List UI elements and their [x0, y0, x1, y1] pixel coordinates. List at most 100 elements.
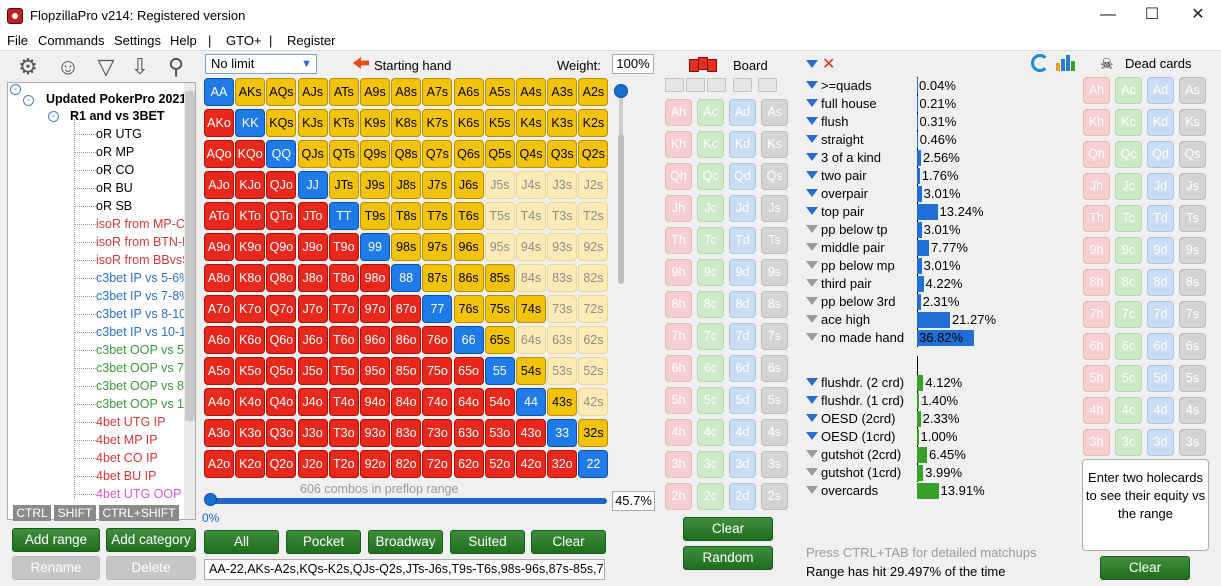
tree-item[interactable]: oR BU [96, 181, 133, 195]
dead-card[interactable]: Th [1083, 205, 1110, 232]
tree-item[interactable]: 4bet MP IP [96, 433, 158, 447]
tree-item[interactable]: isoR from BBvsS [96, 253, 191, 267]
filter-icon[interactable] [806, 396, 818, 404]
hand-cell[interactable]: Q4o [266, 388, 297, 416]
board-card[interactable]: 4c [697, 419, 724, 446]
hand-cell[interactable]: T7o [328, 295, 359, 323]
hand-cell[interactable]: K9o [235, 233, 266, 261]
limit-select[interactable]: No limit ▼ [205, 54, 317, 74]
filter-icon[interactable] [806, 207, 818, 215]
hand-cell[interactable]: KK [235, 109, 266, 137]
hand-cell[interactable]: Q6s [453, 140, 484, 168]
dead-card[interactable]: Td [1147, 205, 1174, 232]
tree-scrollbar[interactable] [184, 83, 195, 519]
hand-cell[interactable]: TT [328, 202, 359, 230]
board-card[interactable]: 2s [761, 483, 788, 510]
board-card[interactable]: 6c [697, 355, 724, 382]
hand-cell[interactable]: 84s [516, 264, 546, 292]
board-clear-button[interactable]: Clear [683, 517, 773, 541]
hand-cell[interactable]: A6s [453, 78, 484, 106]
hand-cell[interactable]: A8s [391, 78, 422, 106]
hand-cell[interactable]: A4s [516, 78, 546, 106]
dead-card[interactable]: Tc [1115, 205, 1142, 232]
hand-cell[interactable]: 72s [578, 295, 609, 323]
board-card[interactable]: 6h [665, 355, 692, 382]
hand-cell[interactable]: K3o [235, 419, 266, 447]
hand-cell[interactable]: A6o [204, 326, 234, 354]
dead-card[interactable]: 9c [1115, 237, 1142, 264]
menu-help[interactable]: Help [170, 33, 197, 48]
filter-icon[interactable] [806, 189, 818, 197]
scroll-thumb[interactable] [185, 91, 195, 421]
dead-card[interactable]: Jc [1115, 173, 1142, 200]
dead-card[interactable]: 5d [1147, 365, 1174, 392]
hand-cell[interactable]: Q9o [266, 233, 297, 261]
hand-cell[interactable]: 76s [453, 295, 484, 323]
tree-item[interactable]: c3bet OOP vs 5-6 [96, 343, 196, 357]
refresh-icon[interactable] [1031, 54, 1049, 72]
hand-cell[interactable]: Q7s [422, 140, 453, 168]
hand-cell[interactable]: T4s [516, 202, 546, 230]
range-text-input[interactable]: AA-22,AKs-A2s,KQs-K2s,QJs-Q2s,JTs-J6s,T9… [204, 559, 605, 580]
board-card[interactable]: Kd [729, 131, 756, 158]
board-slot[interactable] [733, 78, 752, 92]
board-card[interactable]: 9c [697, 259, 724, 286]
hand-cell[interactable]: 95o [360, 357, 390, 385]
stat-row[interactable]: OESD (1crd) [806, 428, 895, 446]
filter-icon[interactable] [806, 450, 818, 458]
hand-cell[interactable]: KTs [328, 109, 359, 137]
dead-card[interactable]: 8d [1147, 269, 1174, 296]
hand-cell[interactable]: K4s [516, 109, 546, 137]
board-card[interactable]: Jh [665, 195, 692, 222]
board-card[interactable]: 3c [697, 451, 724, 478]
filter-icon[interactable] [806, 378, 818, 386]
hand-cell[interactable]: A3o [204, 419, 234, 447]
hand-cell[interactable]: J2o [297, 450, 328, 478]
hand-cell[interactable]: 75o [422, 357, 453, 385]
dead-card[interactable]: 3s [1179, 429, 1206, 456]
hand-cell[interactable]: 75s [484, 295, 515, 323]
filter-icon[interactable] [806, 414, 818, 422]
dead-card[interactable]: 3h [1083, 429, 1110, 456]
tree-item[interactable]: oR MP [96, 145, 135, 159]
tree-item[interactable]: 4bet UTG OOP [96, 487, 182, 501]
hand-cell[interactable]: 33 [547, 419, 578, 447]
board-card[interactable]: 6d [729, 355, 756, 382]
hand-cell[interactable]: T7s [422, 202, 453, 230]
ctrl-shift-modifier[interactable]: CTRL+SHIFT [99, 505, 179, 521]
import-icon[interactable]: ⇩ [130, 54, 150, 79]
stat-row[interactable]: third pair [806, 275, 872, 293]
bar-chart-icon[interactable] [1056, 55, 1076, 71]
hand-cell[interactable]: 63o [453, 419, 484, 447]
hand-cell[interactable]: 42s [578, 388, 609, 416]
menu-gto[interactable]: GTO+ [226, 33, 262, 48]
hand-cell[interactable]: 86s [453, 264, 484, 292]
hand-cell[interactable]: AKs [235, 78, 266, 106]
board-card[interactable]: Ac [697, 99, 724, 126]
hand-cell[interactable]: Q4s [516, 140, 546, 168]
range-tree[interactable]: - - Updated PokerPro 2021 - R1 and vs 3B… [7, 82, 196, 520]
hand-cell[interactable]: J8s [391, 171, 422, 199]
filter-icon[interactable] [806, 468, 818, 476]
tree-item[interactable]: oR SB [96, 199, 133, 213]
hand-cell[interactable]: K4o [235, 388, 266, 416]
board-slot[interactable] [665, 78, 684, 92]
filter-icon[interactable] [806, 99, 818, 107]
hand-cell[interactable]: JJ [297, 171, 328, 199]
hand-cell[interactable]: 77 [422, 295, 453, 323]
hand-cell[interactable]: T6o [328, 326, 359, 354]
filter-icon[interactable] [806, 117, 818, 125]
tree-item[interactable]: 4bet BU IP [96, 469, 157, 483]
board-card[interactable]: 5d [729, 387, 756, 414]
hand-cell[interactable]: Q9s [360, 140, 390, 168]
stat-row[interactable]: overcards [806, 482, 878, 500]
board-card[interactable]: Kc [697, 131, 724, 158]
hand-cell[interactable]: 83o [391, 419, 422, 447]
ctrl-modifier[interactable]: CTRL [13, 505, 51, 521]
board-card[interactable]: 8s [761, 291, 788, 318]
hand-cell[interactable]: J4o [297, 388, 328, 416]
tree-item[interactable]: 4bet UTG IP [96, 415, 166, 429]
board-card[interactable]: 8d [729, 291, 756, 318]
pocket-button[interactable]: Pocket [286, 530, 361, 554]
hand-cell[interactable]: Q7o [266, 295, 297, 323]
